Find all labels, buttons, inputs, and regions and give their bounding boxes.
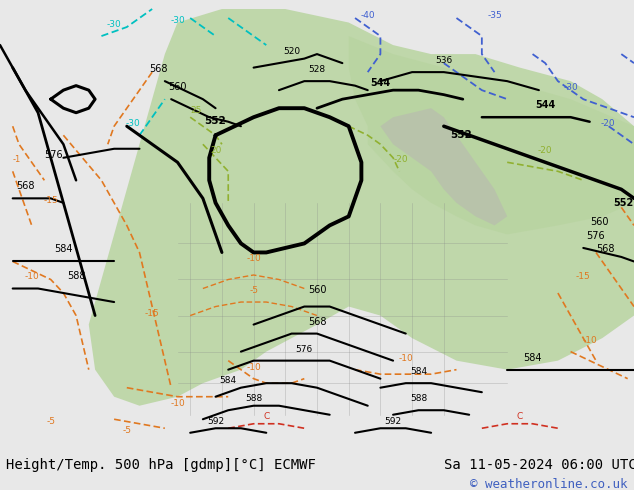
Text: -40: -40 [360, 11, 375, 20]
Text: -1: -1 [13, 155, 21, 164]
Text: 568: 568 [597, 245, 615, 254]
Text: -5: -5 [122, 426, 131, 435]
Text: 588: 588 [410, 394, 427, 403]
Text: 584: 584 [54, 245, 73, 254]
Polygon shape [89, 9, 634, 406]
Text: -30: -30 [126, 119, 141, 128]
Polygon shape [380, 108, 507, 225]
Text: -10: -10 [582, 336, 597, 344]
Text: -5: -5 [46, 417, 55, 426]
Text: 25: 25 [191, 106, 202, 115]
Text: 592: 592 [207, 417, 224, 426]
Text: -35: -35 [487, 11, 502, 20]
Text: -10: -10 [24, 272, 39, 281]
Text: -15: -15 [576, 272, 591, 281]
Text: © weatheronline.co.uk: © weatheronline.co.uk [470, 478, 628, 490]
Text: 552: 552 [614, 198, 634, 208]
Text: 568: 568 [149, 64, 168, 74]
Text: -30: -30 [107, 20, 122, 29]
Text: -15: -15 [43, 196, 58, 205]
Text: -30: -30 [563, 83, 578, 92]
Text: Sa 11-05-2024 06:00 UTC (00+198): Sa 11-05-2024 06:00 UTC (00+198) [444, 458, 634, 471]
Text: 588: 588 [67, 271, 86, 281]
Text: 584: 584 [523, 353, 542, 363]
Polygon shape [349, 36, 634, 234]
Text: 588: 588 [245, 394, 262, 403]
Text: 568: 568 [16, 181, 35, 191]
Text: -20: -20 [600, 119, 615, 128]
Text: 560: 560 [307, 285, 327, 295]
Text: -10: -10 [170, 399, 185, 408]
Text: 536: 536 [435, 56, 453, 65]
Text: C: C [263, 412, 269, 421]
Text: 544: 544 [535, 100, 555, 110]
Text: C: C [517, 412, 523, 421]
Text: 520: 520 [283, 47, 301, 56]
Text: 560: 560 [168, 82, 187, 92]
Text: -20: -20 [538, 147, 553, 155]
Text: -10: -10 [246, 254, 261, 264]
Text: 528: 528 [308, 65, 326, 74]
Text: -10: -10 [398, 354, 413, 363]
Text: 560: 560 [590, 218, 609, 227]
Text: Height/Temp. 500 hPa [gdmp][°C] ECMWF: Height/Temp. 500 hPa [gdmp][°C] ECMWF [6, 458, 316, 471]
Text: 592: 592 [384, 417, 402, 426]
Text: -15: -15 [145, 309, 160, 318]
Text: 584: 584 [219, 376, 237, 385]
Text: 576: 576 [295, 344, 313, 354]
Text: 576: 576 [586, 231, 605, 241]
Text: -20: -20 [393, 155, 408, 164]
Text: 552: 552 [450, 130, 472, 140]
Text: 576: 576 [44, 150, 63, 160]
Text: 552: 552 [205, 116, 226, 126]
Text: -5: -5 [249, 286, 258, 295]
Text: 20: 20 [210, 147, 221, 155]
Text: 544: 544 [370, 77, 391, 88]
Text: 568: 568 [307, 317, 327, 326]
Text: -30: -30 [170, 16, 185, 24]
Text: -10: -10 [246, 363, 261, 371]
Text: 584: 584 [410, 367, 427, 376]
